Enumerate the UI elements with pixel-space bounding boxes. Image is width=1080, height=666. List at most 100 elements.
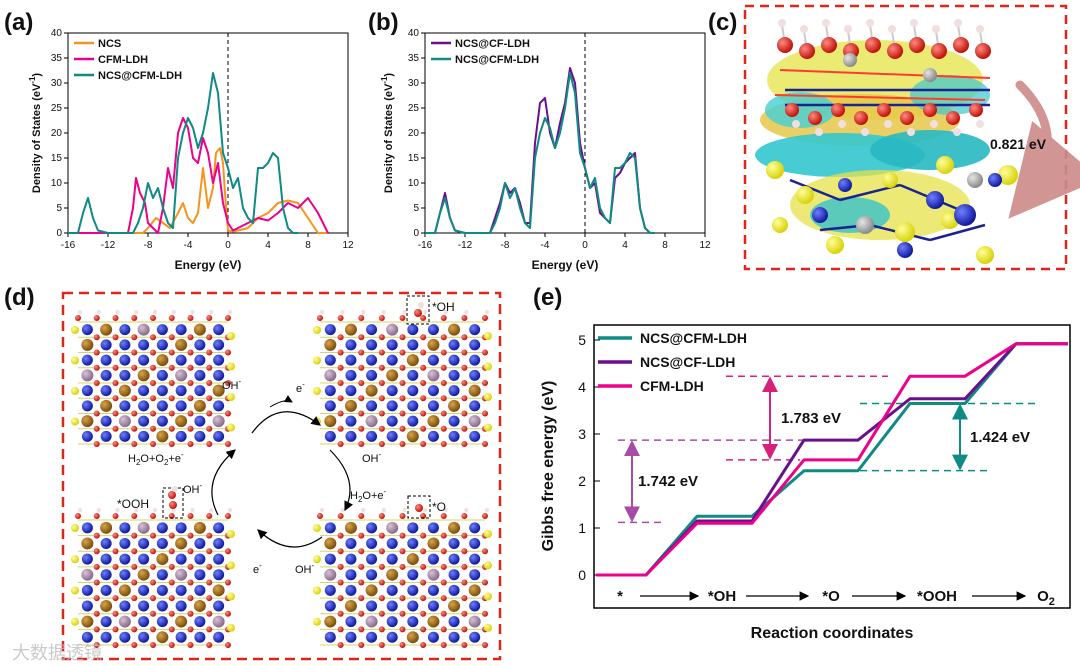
charge-transfer-arrow (1008, 80, 1080, 219)
a-x-tick-label: 4 (265, 240, 271, 251)
panel-d-label: (d) (4, 284, 35, 311)
cycle-arrow-bottom (257, 529, 323, 548)
a-y-tick-label: 0 (56, 228, 62, 239)
e-legend-entry: NCS@CF-LDH (640, 354, 735, 370)
e-series-line (596, 342, 1068, 577)
b-y-tick-label: 15 (408, 153, 420, 164)
charge-transfer-value: 0.821 eV (990, 136, 1047, 152)
a-series-line (68, 117, 329, 234)
b-x-tick-label: -8 (501, 240, 510, 251)
panel-a-x-label: Energy (eV) (175, 258, 242, 272)
step1-reactant-label: OH- (222, 377, 242, 392)
panel-b-dos-plot: (b) -16 -12 -8 -4 0 4 8 12 0 5 10 15 20 25 30 35 40 Ener… (368, 9, 711, 272)
step4-reactant-label: OH- (183, 481, 203, 496)
b-series-line (425, 67, 655, 234)
panel-b-x-label: Energy (eV) (532, 258, 599, 272)
panel-e-x-label: Reaction coordinates (751, 625, 914, 642)
a-y-tick-label: 5 (56, 203, 62, 214)
b-legend-entry: NCS@CF-LDH (455, 38, 530, 50)
a-legend-entry: CFM-LDH (98, 54, 148, 66)
ooh-adsorbate-label: *OOH (117, 497, 149, 511)
panel-e-energy-gaps: 1.742 eV 1.783 eV 1.424 eV (618, 375, 1035, 524)
panel-c-label: (c) (708, 9, 737, 36)
e-legend-entry: CFM-LDH (640, 378, 704, 394)
b-legend-entry: NCS@CFM-LDH (455, 54, 539, 66)
b-x-tick-label: -4 (541, 240, 550, 251)
step3-reactant-label: OH- (295, 561, 315, 576)
b-y-tick-label: 20 (408, 128, 420, 139)
panel-a-dos-plot: (a) -16 -12 -8 -4 0 4 8 12 0 5 10 15 20 25 30 35 40 Ener… (4, 9, 354, 272)
b-y-tick-label: 5 (413, 203, 419, 214)
reaction-step-label: O2 (1037, 588, 1055, 608)
panel-b-y-label: Density of States (eV-1) (380, 73, 395, 194)
o-adsorbate-box (407, 495, 431, 519)
panel-e-series (596, 342, 1068, 577)
e-y-tick-label: 1 (578, 520, 586, 536)
b-x-tick-label: 12 (699, 240, 711, 251)
e-series-line (596, 342, 1068, 577)
panel-b-ticks: -16 -12 -8 -4 0 4 8 12 0 5 10 15 20 25 30 35 40 (408, 28, 711, 251)
watermark: 大数据透镜 (12, 643, 102, 664)
panel-a-label: (a) (4, 9, 33, 36)
panel-e-axes-frame (593, 324, 1071, 609)
e-y-tick-label: 4 (578, 379, 586, 395)
a-x-tick-label: -8 (144, 240, 153, 251)
e-y-tick-label: 2 (578, 473, 586, 489)
b-x-tick-label: -12 (458, 240, 473, 251)
a-y-tick-label: 25 (51, 103, 63, 114)
a-y-tick-label: 30 (51, 78, 63, 89)
step2-reactant-label: OH- (362, 450, 382, 465)
b-y-tick-label: 10 (408, 178, 420, 189)
panel-e-ticks: 0 1 2 3 4 5 (578, 332, 600, 583)
reaction-step-label: *OOH (917, 588, 957, 605)
e-y-tick-label: 5 (578, 332, 586, 348)
a-x-tick-label: -12 (101, 240, 116, 251)
b-x-tick-label: 4 (622, 240, 628, 251)
slab-structure-top-left (71, 310, 235, 447)
panel-a-series (68, 72, 329, 234)
reaction-step-label: *O (822, 588, 840, 605)
panel-e-free-energy-diagram: (e) 0 1 2 3 4 5 1.742 eV 1.783 eV 1.424 eV * *OH… (533, 284, 1071, 642)
a-y-tick-label: 20 (51, 128, 63, 139)
panel-b-label: (b) (368, 9, 399, 36)
b-y-tick-label: 35 (408, 53, 420, 64)
a-y-tick-label: 15 (51, 153, 63, 164)
cycle-arrow-left (211, 449, 236, 516)
panel-e-label: (e) (533, 284, 562, 311)
b-y-tick-label: 30 (408, 78, 420, 89)
b-y-tick-label: 0 (413, 228, 419, 239)
b-x-tick-label: -16 (418, 240, 433, 251)
a-series-line (68, 147, 328, 234)
o-adsorbate-label: *O (432, 500, 446, 514)
gap-value-label: 1.783 eV (781, 410, 841, 427)
oh-adsorbate-label: *OH (432, 300, 455, 314)
panel-c-charge-density: (c) (708, 4, 1080, 271)
panel-b-legend: NCS@CF-LDH NCS@CFM-LDH (431, 38, 539, 66)
a-y-tick-label: 40 (51, 28, 63, 39)
a-x-tick-label: -16 (61, 240, 76, 251)
step3-product-label: e- (253, 561, 262, 576)
a-series-line (68, 72, 298, 234)
slab-structure-bottom-left (71, 508, 235, 648)
cycle-arrow-top-branch (269, 395, 293, 408)
panel-e-legend: NCS@CFM-LDH NCS@CF-LDH CFM-LDH (598, 330, 747, 394)
a-x-tick-label: 0 (225, 240, 231, 251)
gap-value-label: 1.424 eV (970, 429, 1030, 446)
slab-structure-bottom-right (313, 508, 492, 648)
b-x-tick-label: 0 (582, 240, 588, 251)
reaction-step-label: *OH (708, 588, 736, 605)
step1-product-label: e- (296, 380, 305, 395)
b-y-tick-label: 40 (408, 28, 420, 39)
cycle-arrow-right (329, 449, 354, 512)
charge-density-structure-image (755, 19, 1018, 264)
gap-value-label: 1.742 eV (638, 473, 698, 490)
panel-e-reaction-steps: * *OH *O *OOH O2 (617, 588, 1055, 608)
cycle-arrow-top (251, 411, 321, 434)
a-legend-entry: NCS (98, 38, 121, 50)
slab-structure-top-right (313, 310, 492, 447)
e-y-tick-label: 3 (578, 426, 586, 442)
panel-a-legend: NCS CFM-LDH NCS@CFM-LDH (74, 38, 182, 82)
panel-e-y-label: Gibbs free energy (eV) (540, 381, 557, 552)
a-x-tick-label: 8 (305, 240, 311, 251)
